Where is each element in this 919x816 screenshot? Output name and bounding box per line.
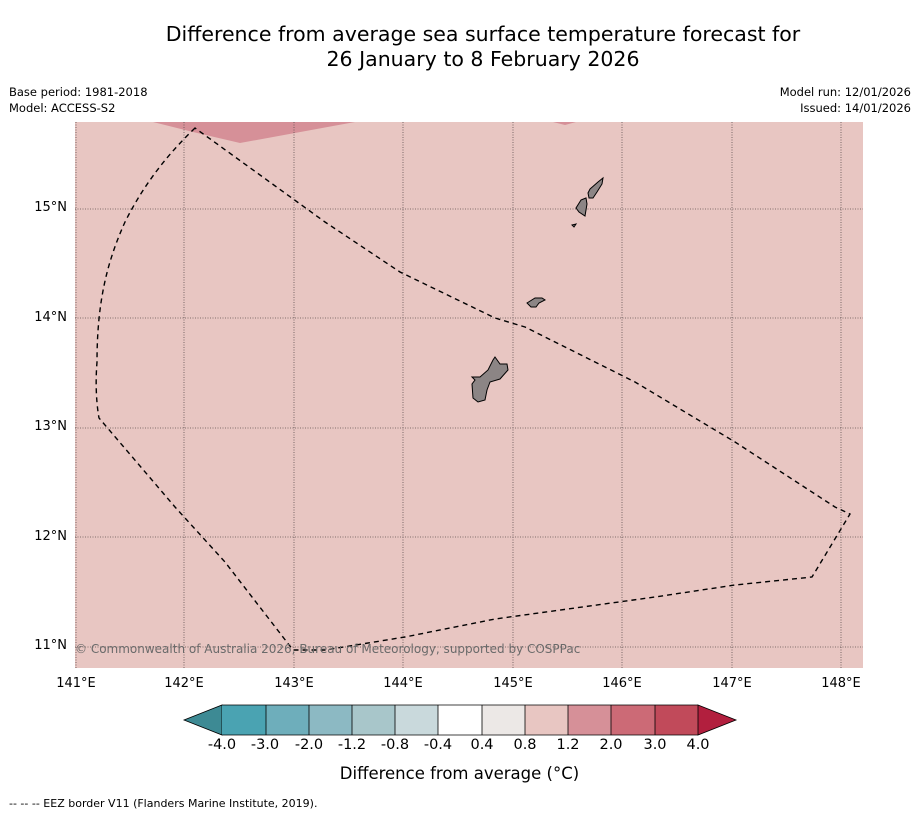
colorbar-dividers (222, 704, 698, 736)
colorbar-label: 3.0 (643, 737, 667, 753)
colorbar (180, 702, 740, 742)
island-rota (526, 297, 546, 308)
meta-right: Model run: 12/01/2026 Issued: 14/01/2026 (780, 84, 911, 116)
map-panel[interactable] (75, 122, 863, 668)
colorbar-bin (525, 705, 568, 735)
land-islands (470, 176, 604, 403)
colorbar-label: 0.4 (470, 737, 494, 753)
colorbar-bin (655, 705, 698, 735)
colorbar-label: -0.8 (380, 737, 410, 753)
island-tinian (575, 197, 588, 217)
copyright-text: © Commonwealth of Australia 2026, Bureau… (75, 642, 581, 656)
colorbar-bin (266, 705, 309, 735)
lat-label-13: 13°N (34, 419, 67, 434)
warm-anomaly-patch-small (553, 122, 576, 125)
colorbar-label: -3.0 (250, 737, 280, 753)
colorbar-bin (222, 705, 266, 735)
colorbar-bin (309, 705, 352, 735)
lat-label-14: 14°N (34, 310, 67, 325)
map-title: Difference from average sea surface temp… (0, 22, 919, 72)
lon-label-148: 148°E (821, 676, 861, 691)
lon-label-144: 144°E (383, 676, 423, 691)
island-aguijan (571, 223, 578, 228)
lat-label-11: 11°N (34, 638, 67, 653)
lon-label-142: 142°E (164, 676, 204, 691)
colorbar-bin (352, 705, 395, 735)
colorbar-label: 4.0 (686, 737, 710, 753)
colorbar-label: -0.4 (423, 737, 453, 753)
lon-label-147: 147°E (712, 676, 752, 691)
base-period: Base period: 1981-2018 (9, 85, 148, 99)
colorbar-label: -1.2 (337, 737, 367, 753)
colorbar-label: 0.8 (513, 737, 537, 753)
title-line-1: Difference from average sea surface temp… (165, 22, 801, 46)
lon-label-143: 143°E (274, 676, 314, 691)
colorbar-over-arrow (697, 704, 738, 736)
graticule (75, 122, 863, 668)
colorbar-bin (482, 705, 525, 735)
colorbar-bin (568, 705, 611, 735)
colorbar-label: -2.0 (294, 737, 324, 753)
lat-label-12: 12°N (34, 529, 67, 544)
issued-date: Issued: 14/01/2026 (800, 101, 911, 115)
colorbar-svg (182, 704, 738, 736)
title-line-2: 26 January to 8 February 2026 (326, 47, 640, 71)
colorbar-bin (611, 705, 655, 735)
warm-anomaly-patch (153, 122, 355, 143)
map-svg (75, 122, 863, 668)
eez-border (95, 127, 852, 651)
colorbar-bin (438, 705, 482, 735)
model-name: Model: ACCESS-S2 (9, 101, 116, 115)
island-saipan (587, 176, 604, 199)
meta-left: Base period: 1981-2018 Model: ACCESS-S2 (9, 84, 148, 116)
model-run: Model run: 12/01/2026 (779, 85, 911, 99)
lon-label-141: 141°E (56, 676, 96, 691)
lat-label-15: 15°N (34, 200, 67, 215)
colorbar-under-arrow (182, 704, 223, 736)
lon-label-145: 145°E (493, 676, 533, 691)
colorbar-bin (395, 705, 438, 735)
colorbar-title: Difference from average (°C) (339, 764, 580, 783)
eez-legend-footer: -- -- -- EEZ border V11 (Flanders Marine… (9, 797, 318, 810)
colorbar-label: 2.0 (599, 737, 623, 753)
island-guam (470, 356, 509, 403)
colorbar-label: 1.2 (556, 737, 580, 753)
colorbar-label: -4.0 (207, 737, 237, 753)
lon-label-146: 146°E (602, 676, 642, 691)
